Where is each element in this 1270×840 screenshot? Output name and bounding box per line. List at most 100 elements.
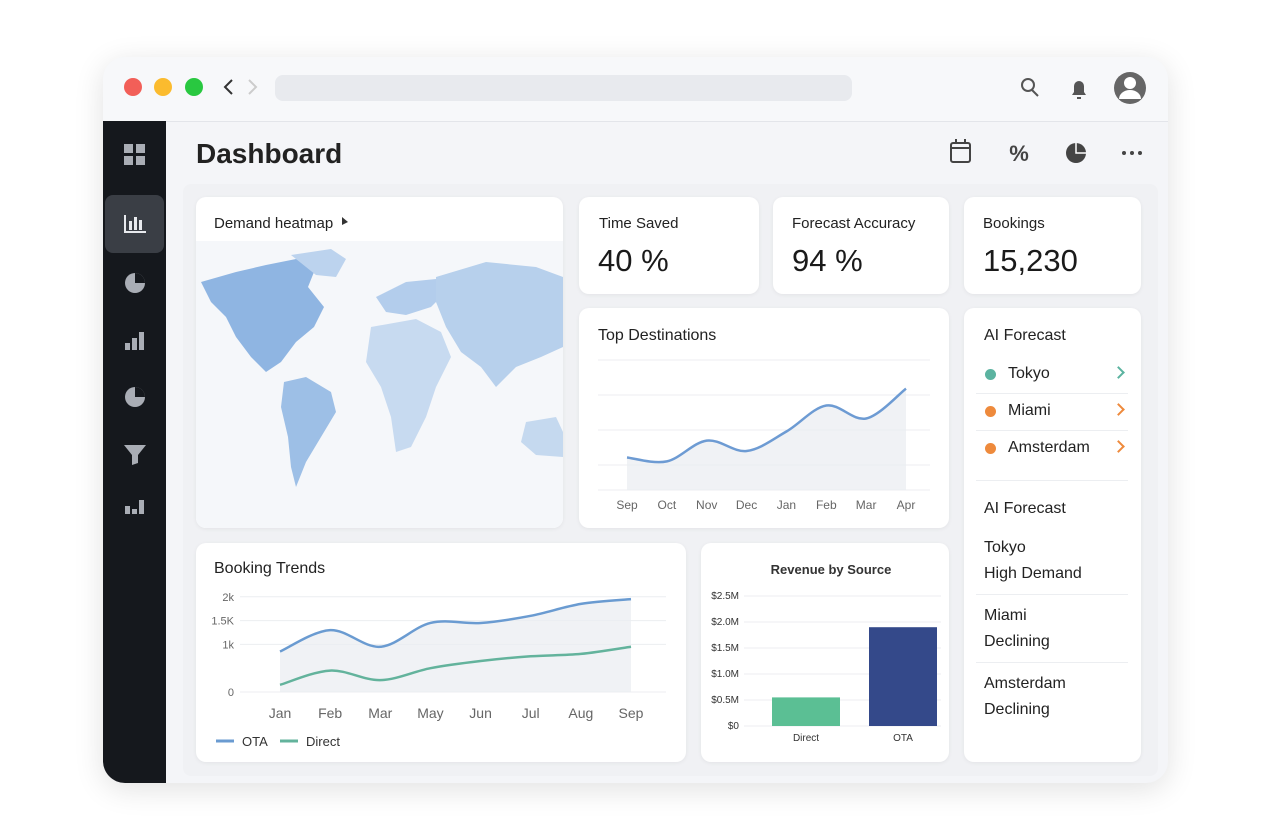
nav-funnel[interactable] [124,445,146,465]
avatar-body [1119,90,1141,99]
kpi-label: Time Saved [599,215,679,232]
y-tick-label: $1.5M [711,643,739,654]
x-tick-label: Sep [616,498,638,512]
kpi-value: 94 % [792,243,863,278]
ai-forecast-title: AI Forecast [984,327,1066,344]
forecast-city[interactable]: Miami [1008,402,1051,419]
y-tick-label: 1k [222,639,234,651]
kpi-card: Forecast Accuracy 94 % [773,197,949,294]
close-button[interactable] [124,78,142,96]
x-tick-label: Mar [856,498,877,512]
maximize-button[interactable] [185,78,203,96]
divider [976,594,1128,595]
top-bar [103,57,1168,122]
forecast-status: Declining [984,633,1050,650]
x-tick-label: Jan [269,705,292,721]
forecast-city[interactable]: Tokyo [1008,365,1050,382]
booking-trends-card: Booking Trends 0 1k 1.5K 2k Jan Feb Mar May Jun J… [196,543,686,762]
nav-bar-chart-active[interactable] [124,215,146,233]
y-tick-label: $0.5M [711,695,739,706]
sidebar [103,121,166,783]
forecast-status: High Demand [984,565,1082,582]
x-tick-label: Dec [736,498,757,512]
x-tick-label: Nov [696,498,717,512]
nav-bars-2[interactable] [125,500,144,514]
page-title: Dashboard [196,138,343,169]
y-tick-label: $2.5M [711,591,739,602]
forecast-city: Miami [984,607,1027,624]
forecast-city[interactable]: Amsterdam [1008,439,1090,456]
divider [976,430,1128,431]
top-destinations-chart: Sep Oct Nov Dec Jan Feb Mar Apr [598,359,930,512]
revenue-card: Revenue by Source $0 $0.5M $1.0M $1.5M $2.0M… [701,543,949,762]
avatar-head [1124,77,1136,89]
chart-title: Booking Trends [214,560,326,577]
address-bar[interactable] [275,75,852,101]
nav-bars[interactable] [125,332,144,350]
search-icon[interactable] [1021,78,1035,92]
line [626,387,907,464]
forecast-chevron[interactable] [1112,403,1125,416]
forecast-dot [985,406,996,417]
revenue-chart: Revenue by Source $0 $0.5M $1.0M $1.5M $2.0M… [711,562,941,744]
minimize-button[interactable] [154,78,172,96]
top-bar-icons [124,72,1146,104]
heatmap-title[interactable]: Demand heatmap [214,215,334,232]
x-tick-label: OTA [893,733,913,744]
australia [521,417,563,457]
africa [366,319,451,452]
y-tick-label: $2.0M [711,617,739,628]
bell-icon[interactable] [1072,81,1086,99]
x-tick-label: Jun [469,705,492,721]
forecast-status: Declining [984,701,1050,718]
x-tick-label: Jan [777,498,796,512]
svg-text:%: % [1009,141,1029,166]
x-tick-label: Sep [619,705,644,721]
asia [436,262,563,387]
forecast-chevron[interactable] [1112,440,1125,453]
back-button[interactable] [223,79,233,95]
greenland [291,249,346,277]
kpi-label: Forecast Accuracy [792,215,916,232]
calendar-button[interactable] [950,139,971,163]
legend-label: Direct [306,734,340,749]
heatmap-map [196,217,563,528]
divider [976,480,1128,481]
y-tick-label: 2k [222,592,234,604]
nav-pie[interactable] [125,273,145,293]
divider [976,662,1128,663]
y-tick-label: $0 [728,721,740,732]
bar [772,697,840,726]
forecast-dot [985,369,996,380]
nav-grid[interactable] [124,144,145,165]
area [627,388,906,490]
forecast-city: Tokyo [984,539,1026,556]
forecast-chevron[interactable] [1112,366,1125,379]
forward-button[interactable] [248,79,258,95]
search-icon-handle [1031,89,1039,97]
north-america [201,259,324,372]
x-tick-label: Apr [897,498,916,512]
chart-title: Revenue by Source [771,562,892,577]
x-tick-label: May [417,705,443,721]
pie-button[interactable] [1066,143,1086,163]
top-destinations-card: Top Destinations Sep Oct Nov Dec Jan Feb Mar Ap… [579,308,949,528]
forecast-dot [985,443,996,454]
chart-title: Top Destinations [598,327,717,344]
x-tick-label: Direct [793,733,819,744]
sidebar-icons [105,144,164,514]
legend-label: OTA [242,734,268,749]
heatmap-card: Demand heatmap [196,197,563,528]
x-tick-label: Oct [658,498,677,512]
x-tick-label: Feb [816,498,837,512]
line [279,597,632,653]
kpi-card: Bookings 15,230 [964,197,1141,294]
nav-pie-2[interactable] [125,387,145,407]
divider [976,393,1128,394]
dropdown-arrow[interactable] [342,217,348,225]
south-america [281,377,336,487]
more-button[interactable] [1122,151,1142,155]
percent-button[interactable]: % [1009,141,1029,166]
kpi-value: 40 % [598,243,669,278]
